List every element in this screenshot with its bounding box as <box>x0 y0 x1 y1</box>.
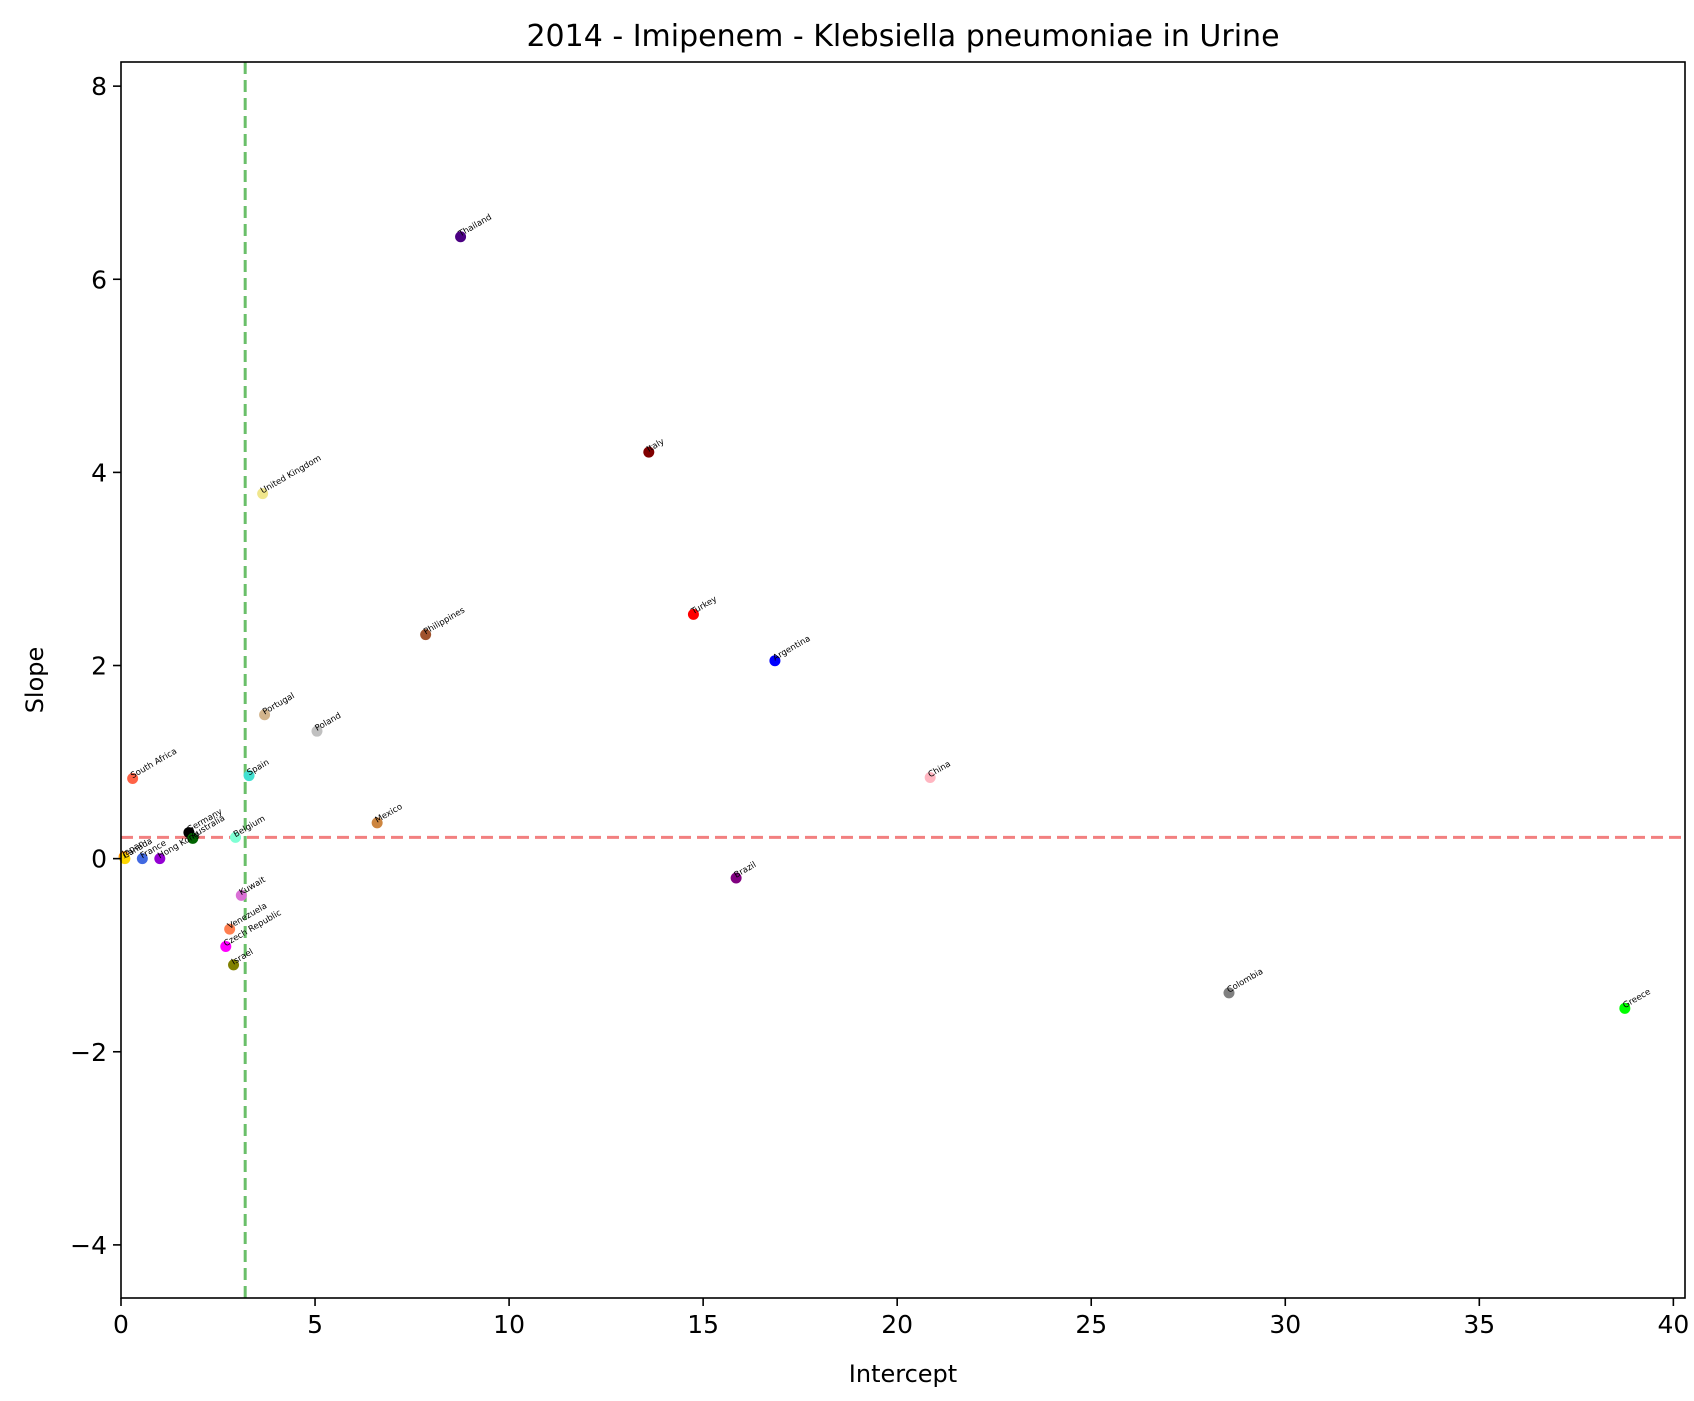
data-point <box>371 817 383 829</box>
point-label: Thailand <box>456 212 493 239</box>
point-label: Brazil <box>733 860 759 881</box>
point-label: South Africa <box>129 747 179 781</box>
data-point <box>243 770 255 782</box>
data-point <box>228 959 240 971</box>
x-tick-label: 10 <box>493 1310 525 1339</box>
point-label: China <box>927 759 953 780</box>
plot-frame <box>120 61 1686 1299</box>
data-point <box>259 709 271 721</box>
y-axis-label: Slope <box>21 647 49 714</box>
data-point <box>154 853 166 865</box>
data-point <box>257 488 269 500</box>
y-tick-label: −4 <box>70 1231 107 1260</box>
data-point <box>119 853 131 865</box>
y-tick-label: 6 <box>91 265 107 294</box>
point-labels: Thailand Italy United Kingdom Turkey Philipp… <box>120 212 1653 1010</box>
data-point <box>1619 1002 1631 1014</box>
y-axis-ticks: −4 −2 0 2 4 6 8 <box>70 72 121 1260</box>
data-point <box>643 446 655 458</box>
data-point <box>187 832 199 844</box>
y-tick-label: 4 <box>91 458 107 487</box>
point-label: Kuwait <box>238 875 268 898</box>
point-label: Turkey <box>689 594 719 617</box>
x-tick-label: 20 <box>881 1310 913 1339</box>
point-label: Greece <box>1621 987 1652 1011</box>
point-label: United Kingdom <box>259 453 323 496</box>
data-point <box>220 941 232 953</box>
x-tick-label: 25 <box>1075 1310 1107 1339</box>
data-point <box>769 655 781 667</box>
x-tick-label: 5 <box>307 1310 323 1339</box>
data-point <box>420 629 432 641</box>
data-points <box>118 231 1631 1014</box>
data-point <box>127 772 139 784</box>
point-label: Argentina <box>771 634 812 663</box>
point-label: Spain <box>246 758 272 779</box>
data-point <box>235 889 247 901</box>
point-label: Philippines <box>422 605 467 637</box>
data-point <box>229 831 241 843</box>
point-label: Israel <box>230 947 255 967</box>
x-tick-label: 15 <box>687 1310 719 1339</box>
data-point <box>687 608 699 620</box>
x-tick-label: 30 <box>1269 1310 1301 1339</box>
y-tick-label: 2 <box>91 652 107 681</box>
reference-lines <box>121 62 1685 1298</box>
y-tick-label: 8 <box>91 72 107 101</box>
y-tick-label: −2 <box>70 1038 107 1067</box>
point-label: Portugal <box>261 691 297 717</box>
x-axis-ticks: 0 5 10 15 20 25 30 35 40 <box>113 1298 1689 1339</box>
data-point <box>1223 987 1235 999</box>
data-point <box>311 725 323 737</box>
point-label: Mexico <box>374 802 405 826</box>
data-point <box>455 231 467 243</box>
y-tick-label: 0 <box>91 845 107 874</box>
data-point <box>136 853 148 865</box>
x-tick-label: 0 <box>113 1310 129 1339</box>
x-axis-label: Intercept <box>849 1360 957 1388</box>
x-tick-label: 40 <box>1657 1310 1689 1339</box>
data-point <box>224 923 236 935</box>
point-label: Poland <box>313 711 343 734</box>
point-label: Italy <box>645 437 666 455</box>
data-point <box>924 772 936 784</box>
point-label: Colombia <box>1225 967 1265 996</box>
x-tick-label: 35 <box>1463 1310 1495 1339</box>
data-point <box>730 872 742 884</box>
chart-title: 2014 - Imipenem - Klebsiella pneumoniae … <box>526 19 1279 54</box>
